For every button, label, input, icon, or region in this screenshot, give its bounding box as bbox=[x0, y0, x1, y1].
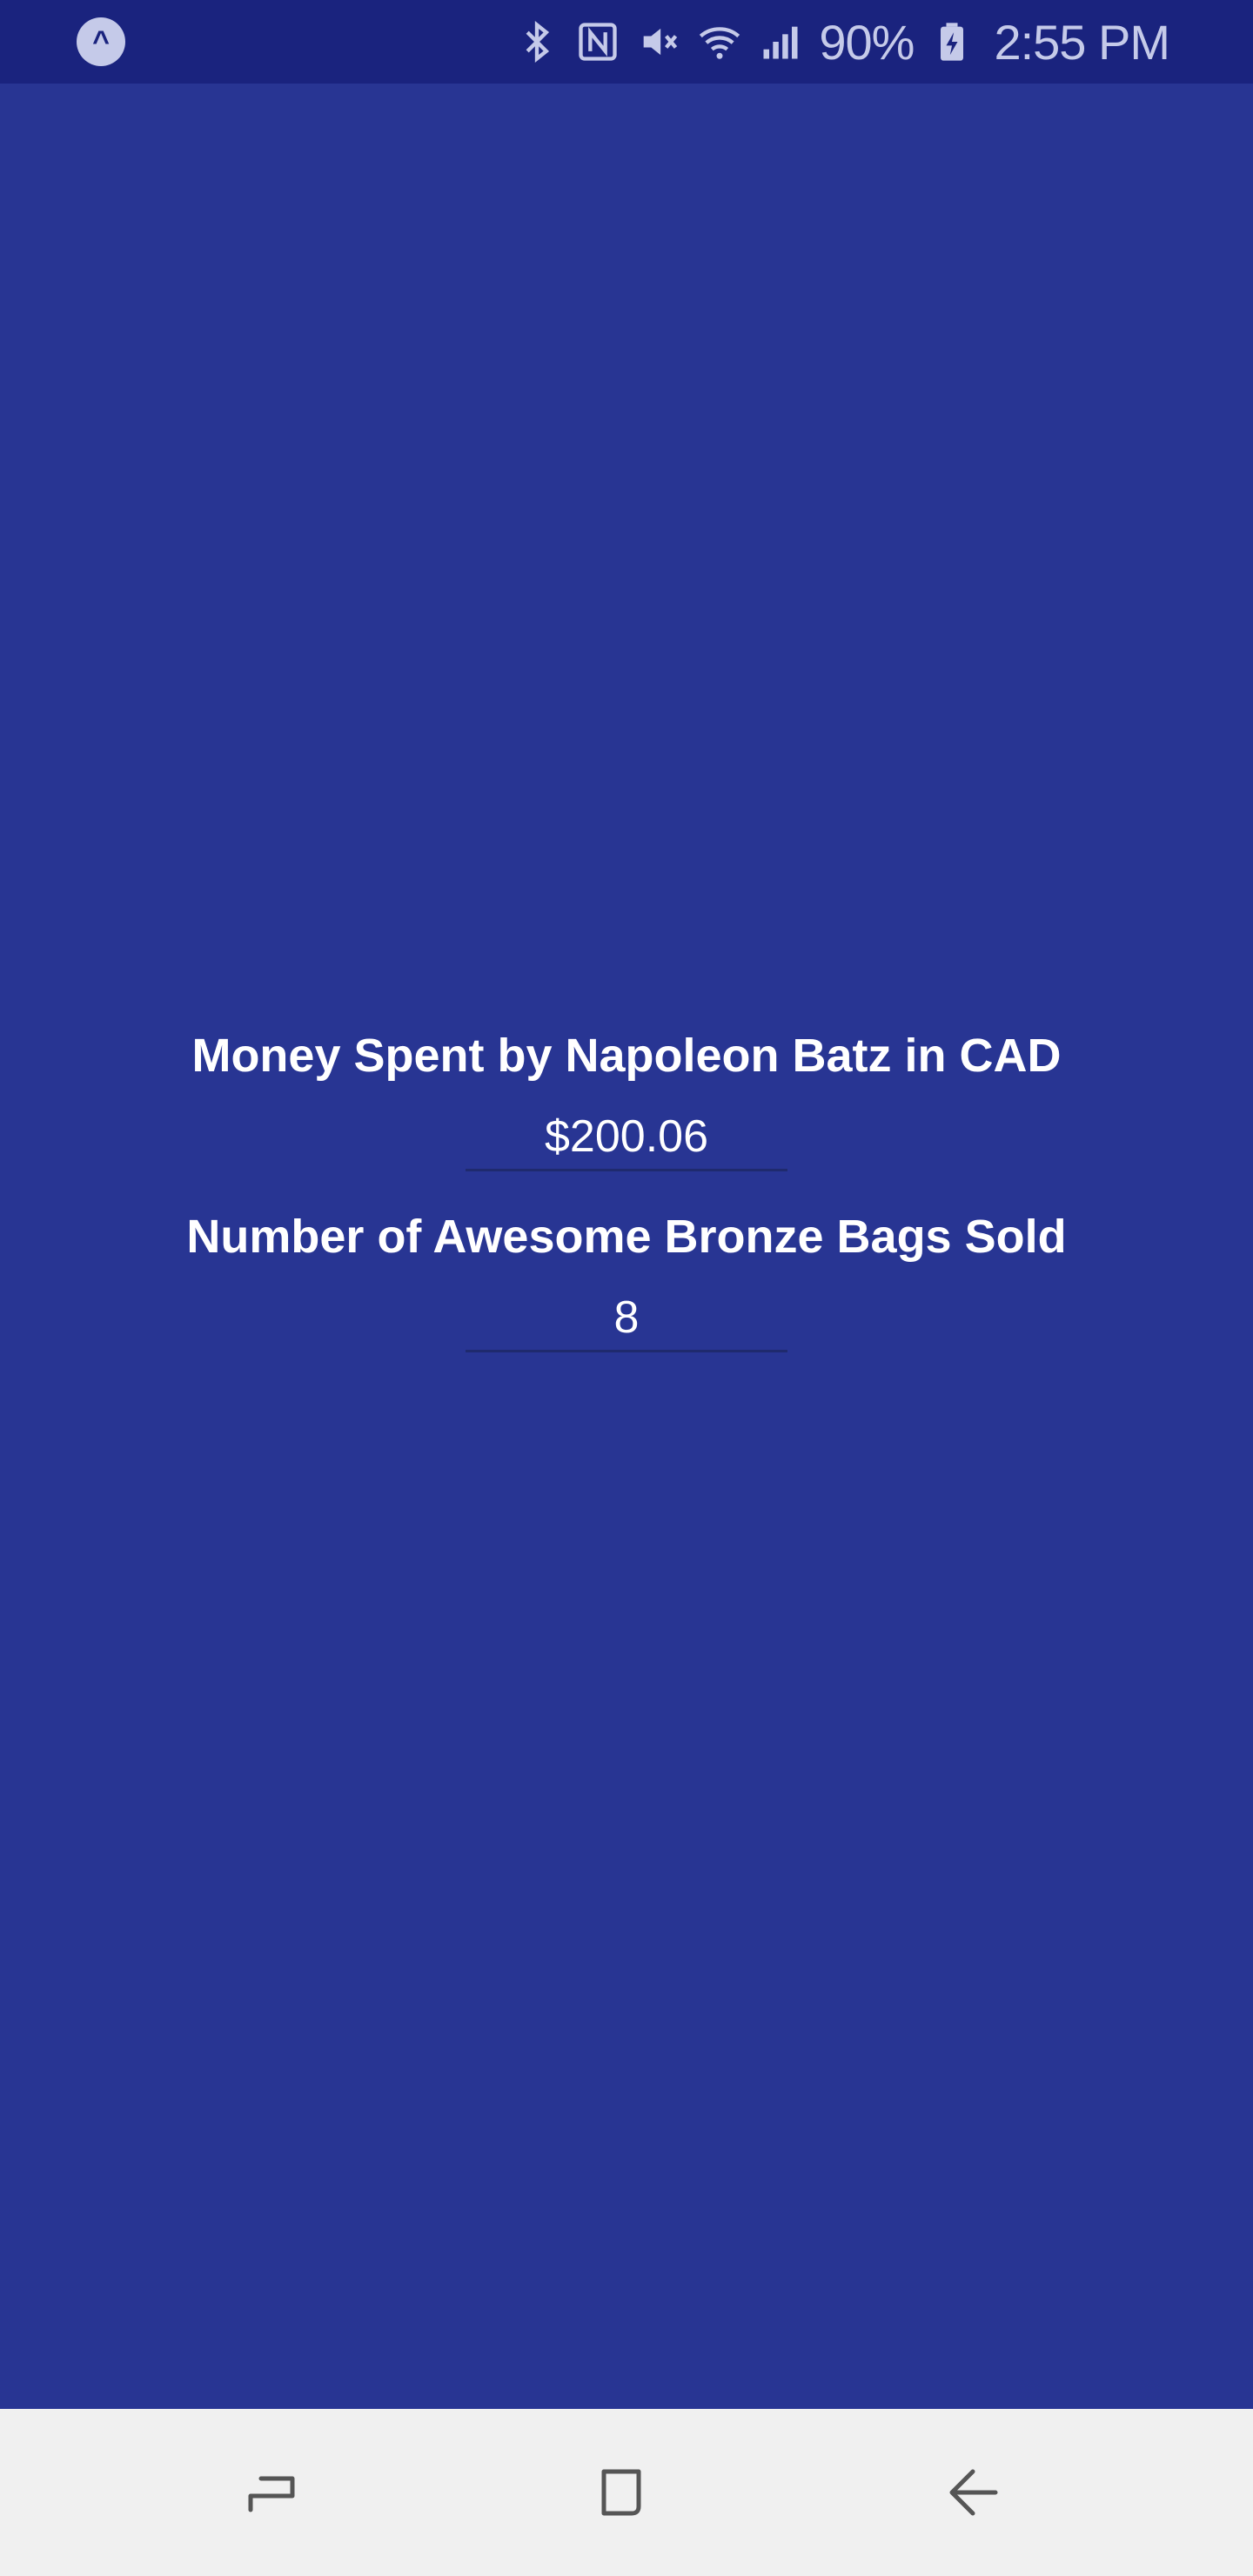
bags-sold-section: Number of Awesome Bronze Bags Sold 8 bbox=[0, 1206, 1253, 1352]
status-bar: ^ 90% 2:55 PM bbox=[0, 0, 1253, 84]
mute-icon bbox=[636, 19, 681, 64]
money-spent-value[interactable]: $200.06 bbox=[545, 1110, 708, 1162]
recents-button[interactable] bbox=[230, 2451, 313, 2534]
battery-charging-icon bbox=[929, 19, 975, 64]
back-icon bbox=[949, 2469, 998, 2516]
back-button[interactable] bbox=[931, 2451, 1015, 2534]
home-button[interactable] bbox=[580, 2451, 663, 2534]
money-spent-input[interactable]: $200.06 bbox=[466, 1104, 787, 1171]
battery-percent: 90% bbox=[819, 14, 915, 70]
app-badge-letter: ^ bbox=[92, 25, 110, 58]
wifi-icon bbox=[697, 19, 742, 64]
home-icon bbox=[601, 2469, 641, 2516]
bags-sold-input[interactable]: 8 bbox=[466, 1285, 787, 1352]
signal-icon bbox=[758, 19, 803, 64]
main-content: Money Spent by Napoleon Batz in CAD $200… bbox=[0, 84, 1253, 2407]
status-right: 90% 2:55 PM bbox=[514, 10, 1170, 73]
bags-sold-value[interactable]: 8 bbox=[613, 1291, 640, 1343]
money-spent-section: Money Spent by Napoleon Batz in CAD $200… bbox=[0, 1025, 1253, 1171]
bluetooth-icon bbox=[514, 19, 559, 64]
nfc-icon bbox=[575, 19, 620, 64]
recents-icon bbox=[248, 2476, 295, 2512]
money-spent-label: Money Spent by Napoleon Batz in CAD bbox=[191, 1030, 1062, 1082]
app-notification-icon: ^ bbox=[77, 17, 125, 66]
navigation-bar bbox=[0, 2409, 1253, 2576]
bags-sold-label: Number of Awesome Bronze Bags Sold bbox=[186, 1211, 1067, 1263]
status-left: ^ bbox=[77, 17, 125, 66]
clock: 2:55 PM bbox=[994, 14, 1170, 70]
